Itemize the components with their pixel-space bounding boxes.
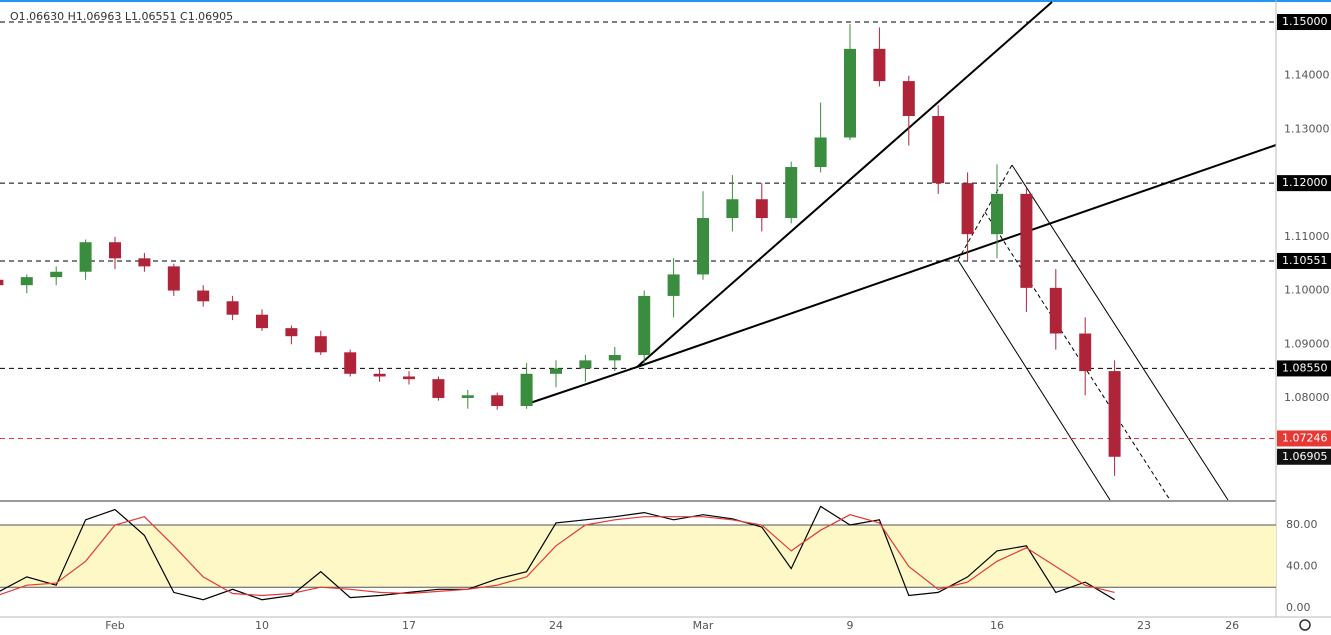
candle-body [608,354,621,361]
level-label: 1.15000 [1282,15,1328,28]
trend-line [636,144,1277,368]
trend-line [636,1,1053,368]
x-tick-label: 24 [549,619,563,632]
candle-body [550,368,562,374]
candle-body [491,395,504,407]
candle-body [814,137,827,168]
x-tick-label: 26 [1225,619,1239,632]
level-label: 1.07246 [1282,431,1328,444]
candle-body [20,277,33,286]
candle-body [902,81,915,117]
candle-body [197,290,210,302]
candle-body [932,116,945,184]
candle-body [285,328,298,337]
candle-body [1108,371,1121,457]
x-tick-label: Feb [105,619,124,632]
stoch-line [0,514,1115,597]
x-tick-label: 23 [1137,619,1151,632]
x-tick-label: 10 [255,619,269,632]
channel-line [1011,164,1229,501]
y-tick-label: 1.09000 [1284,337,1330,350]
x-tick-label: Mar [693,619,714,632]
y-tick-label: 1.13000 [1284,122,1330,135]
level-label-box [1277,175,1331,192]
candle-body [226,301,239,315]
candle-body [726,199,739,219]
level-label: 1.12000 [1282,176,1328,189]
price-panel [526,1,1277,501]
candle-body [961,183,974,235]
level-label-box [1277,360,1331,377]
level-label: 1.08550 [1282,361,1328,374]
candle-body [1020,193,1033,288]
level-label-box [1277,430,1331,447]
candle-body [167,266,180,291]
candle-body [0,279,4,286]
candle-body [638,295,651,355]
channel-line [957,259,1111,501]
level-label: 1.10551 [1282,254,1328,267]
x-tick-label: 17 [402,619,416,632]
last-price-box [1277,448,1331,465]
ohlc-legend: O1.06630 H1.06963 L1.06551 C1.06905 [10,10,233,23]
band-fill [0,525,1276,588]
candle-body [461,395,474,398]
candle-body [432,379,445,398]
candle-body [109,242,121,259]
candle-body [873,48,886,82]
y-tick-label: 1.08000 [1284,391,1330,404]
x-tick-label: 16 [990,619,1004,632]
candle-body [1079,333,1092,372]
candle-body [844,48,856,138]
last-price-label: 1.06905 [1282,450,1328,463]
candle-body [520,373,533,407]
y-tick-label: 1.11000 [1284,230,1330,243]
channel-median [984,211,1171,501]
trend-line [526,366,638,405]
settings-icon[interactable] [1299,619,1311,631]
candle-body [579,360,592,369]
x-tick-label: 9 [847,619,854,632]
candle-body [1049,287,1062,334]
candle-body [50,271,63,278]
candle-body [991,193,1003,235]
level-label-box [1277,14,1331,31]
candle-body [256,314,268,329]
candle-body [79,242,92,272]
candle-body [373,373,386,377]
candle-body [785,167,798,219]
candle-body [667,274,680,296]
y-tick-label: 1.14000 [1284,69,1330,82]
candle-body [403,376,415,380]
candle-body [138,258,151,267]
candle-body [755,199,768,219]
level-label-box [1277,252,1331,269]
candle-body [314,336,327,353]
candle-body [697,218,709,275]
y-tick-label: 80.00 [1286,518,1318,531]
y-tick-label: 0.00 [1286,601,1311,614]
candle-body [344,352,357,374]
y-tick-label: 1.10000 [1284,284,1330,297]
y-tick-label: 40.00 [1286,559,1318,572]
stoch-line [0,505,1115,601]
channel-handle [957,164,1013,261]
